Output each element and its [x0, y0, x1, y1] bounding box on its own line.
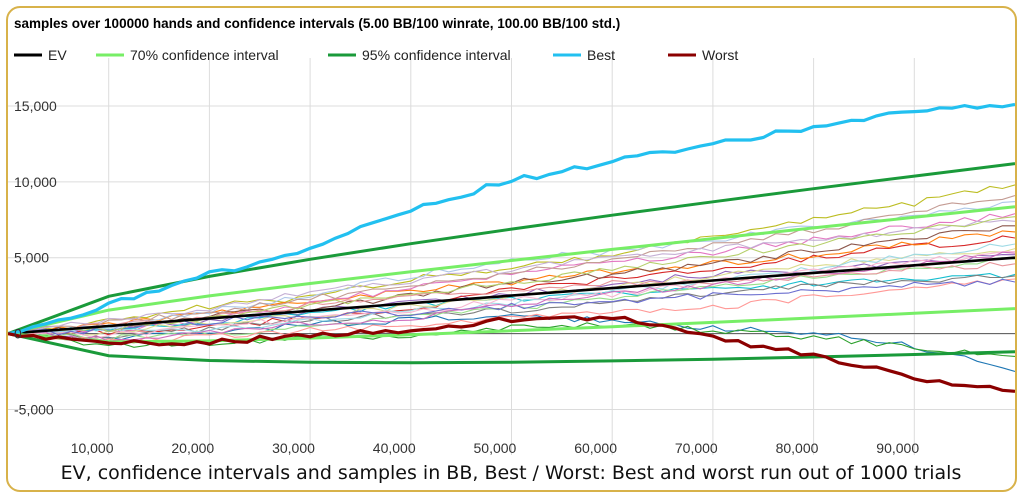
sample-run-line [8, 251, 1015, 342]
legend: EV 70% confidence interval 95% confidence … [14, 47, 738, 63]
y-tick-label: -5,000 [14, 401, 54, 417]
sample-run-line [8, 273, 1015, 335]
y-tick-label: 15,000 [14, 98, 57, 114]
y-tick-label: 5,000 [14, 250, 49, 266]
chart-caption: EV, confidence intervals and samples in … [61, 462, 962, 484]
line-chart: 15,000 10,000 5,000 0 -5,000 10,000 20,000 30,0… [8, 16, 1015, 484]
x-tick-label: 90,000 [876, 440, 919, 456]
legend-label: Worst [702, 47, 738, 63]
sample-run-line [8, 243, 1015, 335]
y-tick-label: 0 [14, 326, 22, 342]
y-tick-label: 10,000 [14, 174, 57, 190]
legend-label: 70% confidence interval [130, 47, 279, 63]
sample-run-line [8, 216, 1015, 335]
sample-run-line [8, 184, 1015, 335]
x-tick-label: 80,000 [776, 440, 819, 456]
highlight-series [8, 102, 1015, 393]
legend-label: 95% confidence interval [362, 47, 511, 63]
chart-title: samples over 100000 hands and confidence… [14, 16, 620, 31]
series-line-ci70-lower [8, 307, 1015, 344]
sample-run-line [8, 274, 1015, 339]
sample-run-line [8, 194, 1015, 335]
legend-label: EV [48, 47, 67, 63]
x-tick-label: 40,000 [373, 440, 416, 456]
series-line-best [8, 102, 1015, 336]
sample-run-line [8, 257, 1015, 342]
legend-label: Best [587, 47, 615, 63]
chart-frame: 15,000 10,000 5,000 0 -5,000 10,000 20,000 30,0… [6, 6, 1017, 492]
grid [8, 58, 1015, 455]
x-tick-label: 60,000 [574, 440, 617, 456]
axis-ticks: 15,000 10,000 5,000 0 -5,000 10,000 20,000 30,0… [14, 98, 919, 456]
series-line-ev [8, 256, 1015, 335]
series-line-ci70-upper [8, 205, 1015, 336]
series-line-ci95-lower [8, 332, 1015, 365]
sample-run-line [8, 278, 1015, 344]
sample-run-line [8, 251, 1015, 339]
x-tick-label: 50,000 [474, 440, 517, 456]
x-tick-label: 70,000 [675, 440, 718, 456]
x-tick-label: 10,000 [71, 440, 114, 456]
sample-run-line [8, 219, 1015, 335]
x-tick-label: 20,000 [171, 440, 214, 456]
x-tick-label: 30,000 [272, 440, 315, 456]
series-line-worst [8, 315, 1015, 393]
